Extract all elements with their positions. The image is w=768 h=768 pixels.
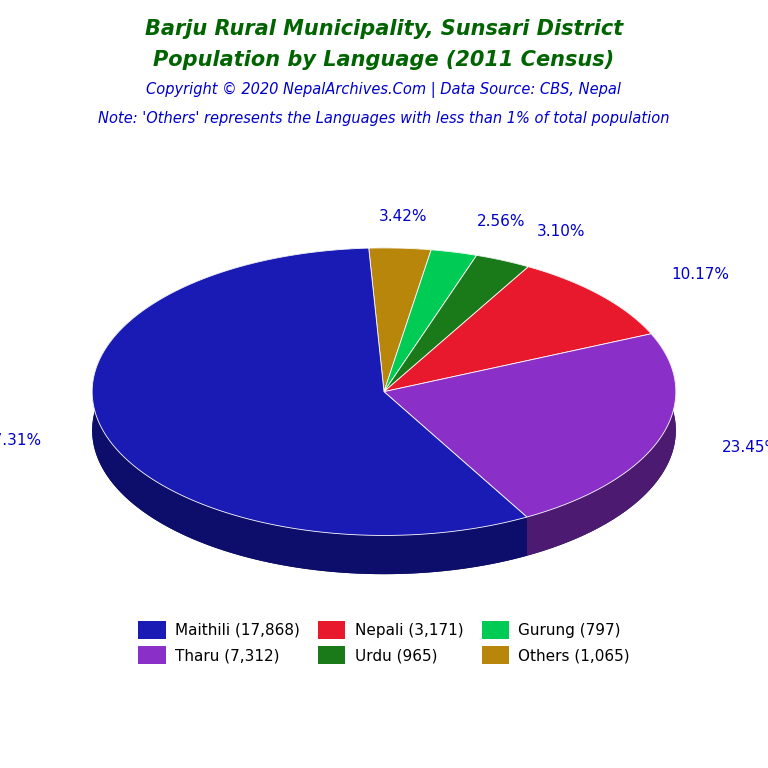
Polygon shape bbox=[528, 266, 651, 372]
Polygon shape bbox=[477, 255, 528, 306]
Polygon shape bbox=[384, 266, 651, 392]
Polygon shape bbox=[384, 255, 528, 392]
Polygon shape bbox=[369, 248, 384, 430]
Text: Note: 'Others' represents the Languages with less than 1% of total population: Note: 'Others' represents the Languages … bbox=[98, 111, 670, 127]
Text: 2.56%: 2.56% bbox=[477, 214, 526, 229]
Polygon shape bbox=[369, 248, 431, 289]
Text: 3.42%: 3.42% bbox=[379, 209, 428, 224]
Polygon shape bbox=[384, 266, 528, 430]
Text: 3.10%: 3.10% bbox=[537, 224, 585, 239]
Text: Barju Rural Municipality, Sunsari District: Barju Rural Municipality, Sunsari Distri… bbox=[145, 19, 623, 39]
Polygon shape bbox=[384, 392, 527, 556]
Polygon shape bbox=[369, 248, 384, 430]
Legend: Maithili (17,868), Tharu (7,312), Nepali (3,171), Urdu (965), Gurung (797), Othe: Maithili (17,868), Tharu (7,312), Nepali… bbox=[131, 614, 637, 671]
Polygon shape bbox=[384, 334, 651, 430]
Polygon shape bbox=[92, 248, 527, 535]
Text: Copyright © 2020 NepalArchives.Com | Data Source: CBS, Nepal: Copyright © 2020 NepalArchives.Com | Dat… bbox=[147, 82, 621, 98]
Polygon shape bbox=[527, 334, 676, 556]
Text: 23.45%: 23.45% bbox=[722, 440, 768, 455]
Polygon shape bbox=[384, 250, 431, 430]
Text: 57.31%: 57.31% bbox=[0, 433, 42, 448]
Polygon shape bbox=[431, 250, 477, 294]
Polygon shape bbox=[384, 255, 477, 430]
Polygon shape bbox=[369, 248, 431, 392]
Polygon shape bbox=[384, 334, 676, 517]
Polygon shape bbox=[92, 286, 676, 574]
Polygon shape bbox=[384, 255, 477, 430]
Polygon shape bbox=[384, 266, 528, 430]
Text: 10.17%: 10.17% bbox=[671, 266, 730, 282]
Text: Population by Language (2011 Census): Population by Language (2011 Census) bbox=[154, 50, 614, 70]
Polygon shape bbox=[92, 248, 527, 574]
Polygon shape bbox=[384, 250, 477, 392]
Polygon shape bbox=[384, 392, 527, 556]
Polygon shape bbox=[384, 250, 431, 430]
Polygon shape bbox=[384, 334, 651, 430]
